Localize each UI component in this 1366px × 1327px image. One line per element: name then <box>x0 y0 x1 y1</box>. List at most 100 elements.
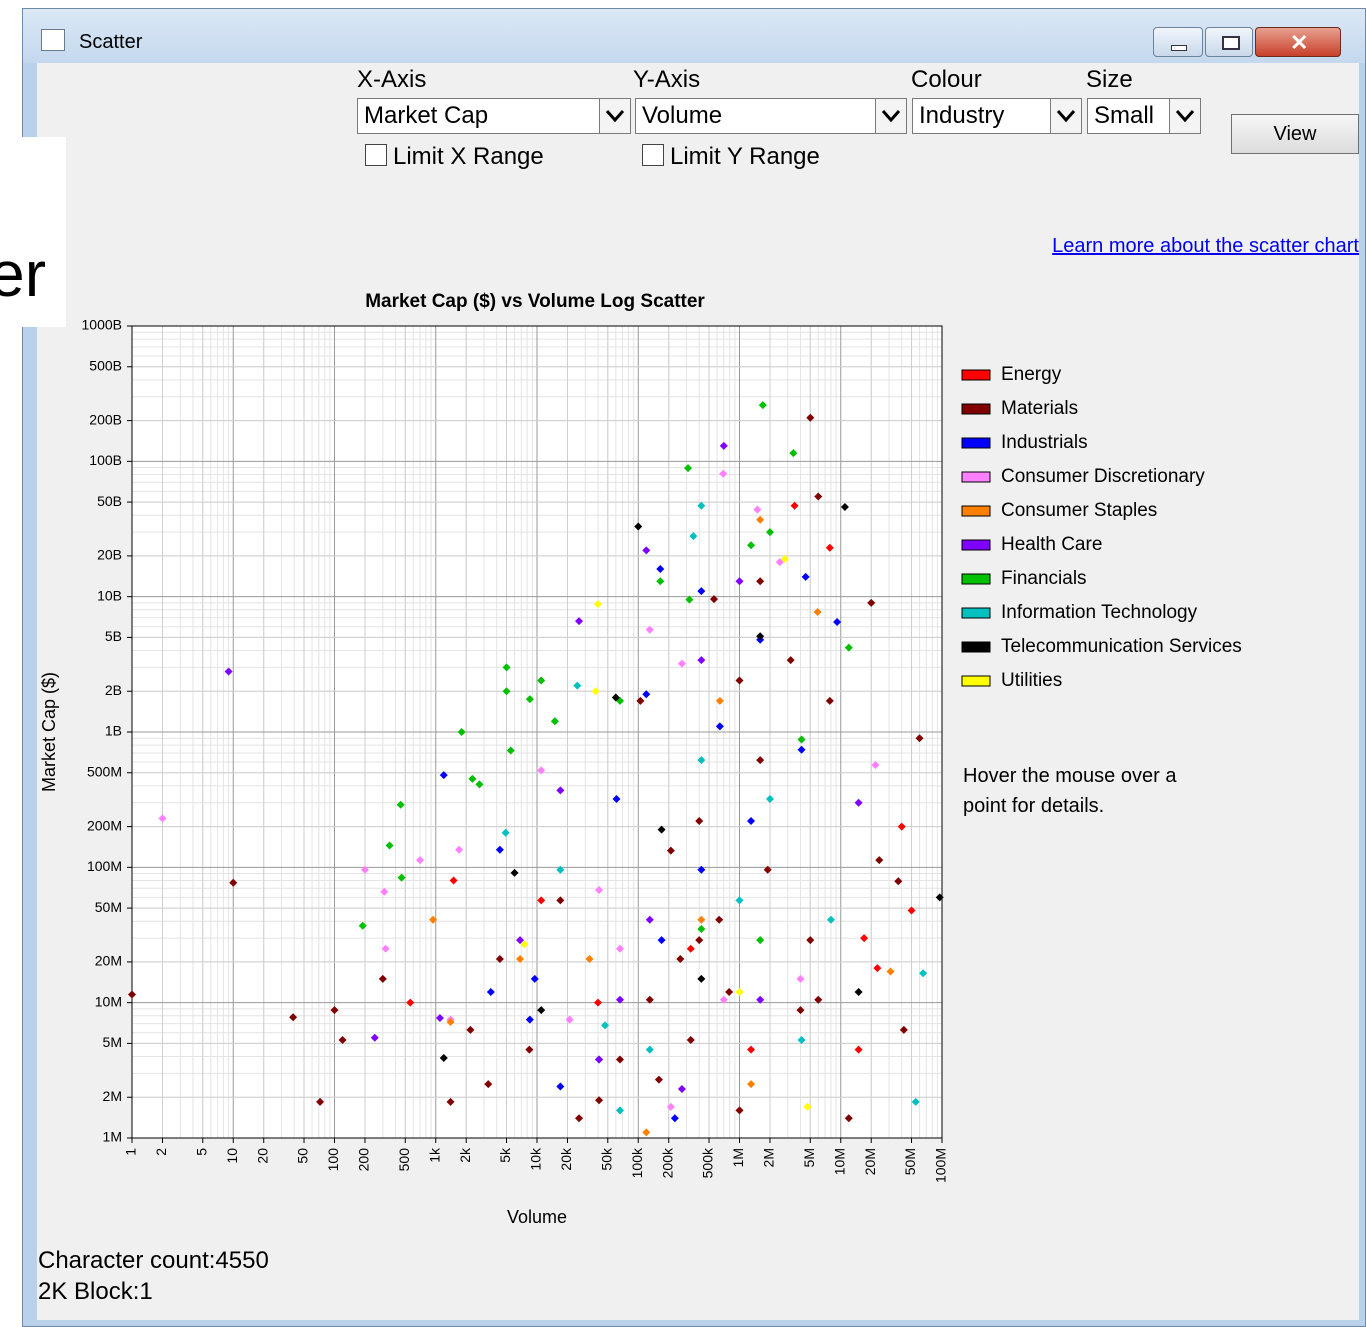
point <box>813 608 822 617</box>
point <box>378 974 387 983</box>
y-tick-label: 5B <box>105 628 122 644</box>
dropdown-arrow <box>875 99 906 133</box>
point <box>634 522 643 531</box>
legend-label: Information Technology <box>1001 602 1198 623</box>
point <box>358 921 367 930</box>
x-tick-label: 2 <box>153 1148 169 1156</box>
point <box>611 693 620 702</box>
point <box>530 974 539 983</box>
series <box>128 413 924 1123</box>
y-tick-label: 10B <box>97 587 122 603</box>
point <box>446 1097 455 1106</box>
series <box>406 501 916 1054</box>
x-tick-label: 20 <box>254 1148 270 1164</box>
x-tick-label: 5 <box>193 1148 209 1156</box>
x-tick-label: 10k <box>528 1147 544 1171</box>
point <box>797 735 806 744</box>
point <box>486 987 495 996</box>
y-tick-label: 50B <box>97 493 122 509</box>
point <box>719 441 728 450</box>
maximize-button[interactable] <box>1205 27 1253 57</box>
point <box>575 1114 584 1123</box>
view-button[interactable]: View <box>1231 114 1359 154</box>
y-tick-label: 1M <box>103 1129 122 1145</box>
legend-label: Industrials <box>1001 432 1088 453</box>
point <box>338 1035 347 1044</box>
point <box>867 598 876 607</box>
point <box>506 746 515 755</box>
point <box>585 955 594 964</box>
point <box>697 587 706 596</box>
y-axis-select[interactable]: Volume <box>635 98 907 134</box>
y-tick-label: 20B <box>97 547 122 563</box>
y-tick-label: 2M <box>103 1088 122 1104</box>
point <box>825 543 834 552</box>
point <box>697 925 706 934</box>
point <box>747 816 756 825</box>
help-link[interactable]: Learn more about the scatter chart <box>1052 235 1359 257</box>
point <box>697 656 706 665</box>
point <box>894 877 903 886</box>
point <box>735 676 744 685</box>
x-tick-label: 2M <box>761 1148 777 1167</box>
point <box>670 1114 679 1123</box>
point <box>128 990 136 999</box>
point <box>758 401 767 410</box>
point <box>657 825 666 834</box>
point <box>676 955 685 964</box>
point <box>715 915 724 924</box>
window-icon <box>41 29 65 51</box>
point <box>695 936 704 945</box>
point <box>756 995 765 1004</box>
point <box>593 998 602 1007</box>
hint-line: point for details. <box>963 795 1105 817</box>
minimize-button[interactable] <box>1153 27 1203 57</box>
hint-line: Hover the mouse over a <box>963 765 1177 787</box>
point <box>645 915 654 924</box>
point <box>686 944 695 953</box>
legend-label: Utilities <box>1001 670 1062 691</box>
point <box>565 1015 574 1024</box>
legend-swatch <box>961 573 991 585</box>
point <box>457 728 466 736</box>
x-tick-label: 500 <box>396 1148 412 1172</box>
colour-select[interactable]: Industry <box>912 98 1082 134</box>
y-tick-label: 20M <box>95 953 122 969</box>
point <box>642 690 651 699</box>
point <box>516 936 525 945</box>
limit-y-checkbox[interactable]: Limit Y Range <box>642 143 820 171</box>
point <box>756 756 765 765</box>
colour-label: Colour <box>911 66 982 93</box>
select-value: Industry <box>919 102 1005 129</box>
x-tick-label: 1M <box>730 1148 746 1167</box>
point <box>642 546 651 555</box>
point <box>775 558 784 567</box>
point <box>396 800 405 809</box>
point <box>873 964 882 973</box>
point <box>833 617 842 626</box>
window-title: Scatter <box>79 31 143 53</box>
point <box>615 944 624 953</box>
status-line: Character count:4550 <box>38 1247 269 1274</box>
x-tick-label: 1k <box>426 1147 442 1163</box>
y-tick-label: 5M <box>103 1034 122 1050</box>
point <box>684 464 693 473</box>
point <box>753 505 762 514</box>
point <box>360 865 369 874</box>
point <box>747 541 756 550</box>
point <box>806 936 815 945</box>
size-select[interactable]: Small <box>1087 98 1201 134</box>
point <box>806 413 815 422</box>
point <box>495 845 504 854</box>
point <box>449 876 458 885</box>
point <box>502 687 511 696</box>
point <box>595 1096 604 1105</box>
point <box>556 1082 565 1091</box>
close-button[interactable]: ✕ <box>1255 27 1341 57</box>
y-tick-label: 2B <box>105 682 122 698</box>
limit-x-checkbox[interactable]: Limit X Range <box>365 143 544 171</box>
plot-border <box>131 325 943 1139</box>
point <box>656 565 665 574</box>
point <box>370 1033 379 1042</box>
x-axis-select[interactable]: Market Cap <box>357 98 631 134</box>
